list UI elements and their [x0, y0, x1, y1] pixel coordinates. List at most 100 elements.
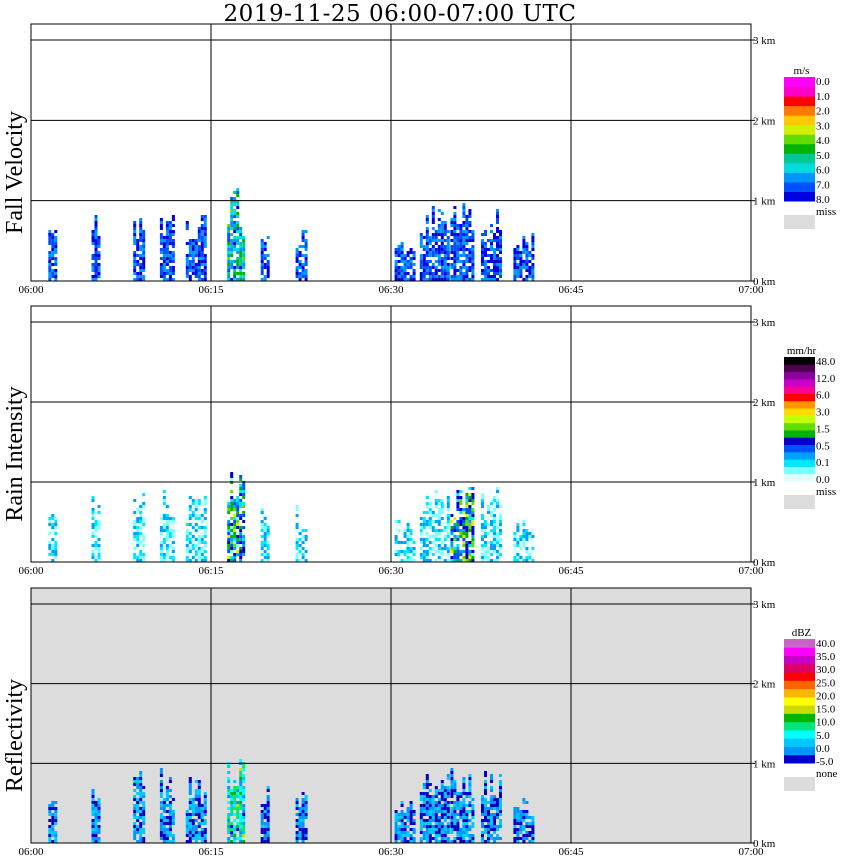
echo-pixel [139, 263, 143, 266]
colorbar-miss-swatch [784, 495, 815, 509]
echo-pixel [227, 508, 231, 511]
echo-pixel [456, 496, 460, 499]
echo-pixel [91, 831, 95, 834]
echo-pixel [159, 529, 163, 532]
colorbar-swatch [784, 705, 815, 714]
echo-pixel [487, 523, 490, 526]
echo-pixel [188, 523, 192, 526]
echo-pixel [434, 559, 438, 562]
echo-pixel [168, 550, 172, 553]
echo-pixel [419, 837, 423, 840]
echo-pixel [499, 245, 502, 248]
echo-pixel [487, 813, 490, 816]
echo-pixel [48, 523, 52, 526]
echo-pixel [133, 547, 137, 550]
echo-pixel [239, 475, 243, 478]
echo-pixel [422, 538, 426, 541]
echo-pixel [428, 254, 432, 257]
echo-pixel [133, 529, 137, 532]
echo-pixel [91, 263, 95, 266]
echo-pixel [260, 260, 264, 263]
echo-pixel [516, 819, 520, 822]
echo-pixel [51, 523, 55, 526]
echo-pixel [462, 544, 466, 547]
echo-pixel [481, 520, 484, 523]
colorbar-swatch [784, 378, 815, 387]
echo-pixel [171, 230, 175, 233]
colorbar-swatch [784, 473, 815, 482]
echo-pixel [425, 263, 429, 266]
echo-pixel [295, 837, 299, 840]
echo-pixel [200, 230, 204, 233]
echo-pixel [171, 553, 175, 556]
echo-pixel [456, 559, 460, 562]
echo-pixel [459, 810, 463, 813]
echo-pixel [465, 236, 469, 239]
echo-pixel [437, 810, 441, 813]
echo-pixel [434, 266, 438, 269]
echo-pixel [48, 813, 52, 816]
y-tick-label: 1 km [753, 196, 776, 208]
echo-pixel [301, 834, 305, 837]
echo-pixel [513, 819, 517, 822]
echo-pixel [159, 786, 163, 789]
echo-pixel [450, 559, 454, 562]
echo-pixel [139, 529, 143, 532]
echo-pixel [394, 544, 398, 547]
echo-pixel [519, 819, 523, 822]
echo-pixel [453, 236, 457, 239]
echo-pixel [142, 257, 146, 260]
echo-pixel [197, 269, 201, 272]
echo-pixel [525, 813, 529, 816]
echo-pixel [227, 502, 231, 505]
echo-pixel [142, 804, 146, 807]
echo-pixel [159, 535, 163, 538]
echo-pixel [188, 505, 192, 508]
echo-pixel [496, 493, 499, 496]
echo-pixel [422, 550, 426, 553]
echo-pixel [295, 520, 299, 523]
echo-pixel [462, 254, 466, 257]
echo-pixel [437, 523, 441, 526]
echo-pixel [499, 529, 502, 532]
echo-pixel [428, 783, 432, 786]
echo-pixel [295, 526, 299, 529]
echo-pixel [139, 541, 143, 544]
echo-pixel [236, 191, 240, 194]
echo-pixel [456, 807, 460, 810]
echo-pixel [490, 502, 493, 505]
echo-pixel [266, 532, 270, 535]
echo-pixel [400, 837, 404, 840]
echo-pixel [197, 816, 201, 819]
echo-pixel [165, 556, 169, 559]
echo-pixel [434, 816, 438, 819]
echo-pixel [484, 269, 487, 272]
echo-pixel [425, 254, 429, 257]
echo-pixel [459, 828, 463, 831]
echo-pixel [227, 786, 231, 789]
echo-pixel [493, 499, 496, 502]
echo-pixel [136, 508, 140, 511]
echo-pixel [162, 834, 166, 837]
echo-pixel [239, 825, 243, 828]
echo-pixel [487, 269, 490, 272]
echo-pixel [459, 502, 463, 505]
echo-pixel [185, 257, 189, 260]
echo-pixel [471, 559, 475, 562]
echo-pixel [394, 523, 398, 526]
echo-pixel [446, 777, 450, 780]
echo-pixel [490, 550, 493, 553]
echo-pixel [191, 526, 195, 529]
echo-pixel [419, 541, 423, 544]
echo-pixel [459, 260, 463, 263]
echo-pixel [516, 529, 520, 532]
echo-pixel [434, 520, 438, 523]
echo-pixel [162, 514, 166, 517]
echo-pixel [48, 275, 52, 278]
echo-pixel [431, 254, 435, 257]
echo-pixel [200, 553, 204, 556]
echo-pixel [459, 248, 463, 251]
echo-pixel [456, 553, 460, 556]
echo-pixel [136, 544, 140, 547]
